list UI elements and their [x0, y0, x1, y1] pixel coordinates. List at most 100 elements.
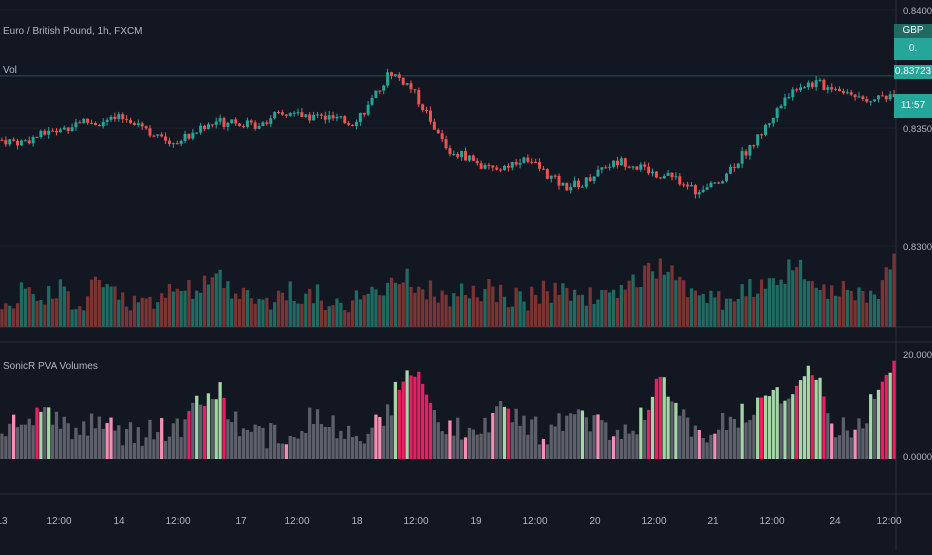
volume-bar	[869, 290, 873, 327]
pva-volume-bar	[837, 435, 842, 459]
pva-volume-bar	[339, 430, 343, 459]
pva-volume-bar	[682, 409, 686, 459]
pva-volume-bar	[689, 436, 694, 459]
indicator-legend[interactable]: SonicR PVA Volumes	[3, 361, 98, 372]
candle-body	[86, 118, 90, 123]
pva-volume-bar	[869, 394, 873, 459]
candle-body	[171, 143, 175, 145]
candle-body	[514, 161, 518, 165]
candle-body	[526, 157, 530, 162]
volume-bar	[350, 300, 355, 327]
pva-volume-bar	[128, 422, 133, 459]
pva-volume-bar	[475, 434, 479, 459]
candle-body	[541, 168, 545, 170]
candle-body	[736, 163, 740, 168]
volume-bar	[744, 296, 748, 327]
volume-bar	[421, 289, 425, 327]
candle-body	[358, 113, 362, 123]
candle-body	[713, 182, 717, 184]
volume-bar	[323, 309, 327, 327]
pva-volume-bar	[483, 417, 487, 459]
candle-body	[327, 115, 331, 120]
pva-volume-bar	[530, 419, 534, 459]
volume-bar	[70, 309, 74, 327]
candle-body	[658, 177, 662, 179]
pva-volume-bar	[674, 402, 678, 459]
candle-body	[674, 176, 678, 178]
pva-volume-bar	[608, 439, 612, 459]
candle-body	[288, 113, 292, 116]
volume-bar	[522, 301, 526, 327]
pva-volume-bar	[163, 440, 168, 459]
volume-bar	[417, 286, 421, 327]
volume-bar	[814, 287, 818, 327]
volume-bar	[288, 281, 292, 327]
volume-bar	[526, 310, 530, 327]
candle-body	[503, 165, 506, 171]
pva-volume-bar	[97, 416, 101, 459]
pva-volume-bar	[241, 428, 246, 459]
pva-volume-bar	[545, 444, 549, 459]
pva-volume-bar	[273, 424, 277, 459]
pva-volume-bar	[385, 404, 390, 459]
pva-volume-bar	[280, 443, 285, 459]
volume-bar	[588, 287, 592, 327]
volume-bar	[432, 296, 437, 327]
symbol-legend[interactable]: Euro / British Pound, 1h, FXCM	[3, 26, 143, 37]
volume-bar	[152, 308, 156, 327]
pva-volume-bar	[140, 445, 144, 459]
volume-bar	[97, 279, 101, 327]
candle-body	[810, 82, 814, 88]
pva-volume-bar	[701, 437, 705, 459]
volume-bar	[701, 293, 705, 327]
candle-body	[612, 160, 616, 167]
volume-bar	[319, 300, 324, 327]
volume-bar	[245, 290, 250, 327]
candle-body	[799, 87, 803, 91]
volume-bar	[374, 289, 378, 327]
volume-bar	[779, 279, 783, 327]
pva-volume-bar	[362, 443, 366, 459]
candle-body	[841, 90, 845, 94]
candle-body	[167, 140, 171, 144]
pva-volume-bar	[697, 430, 701, 459]
pva-volume-bar	[276, 443, 281, 459]
candle-body	[456, 154, 460, 158]
pva-volume-bar	[639, 407, 643, 459]
candle-body	[97, 125, 101, 127]
candle-body	[654, 171, 658, 178]
candle-body	[113, 116, 117, 120]
pva-volume-bar	[491, 413, 495, 459]
volume-bar	[273, 302, 277, 327]
volume-bar	[787, 259, 791, 327]
pva-volume-bar	[553, 426, 557, 459]
candle-body	[717, 182, 721, 184]
pva-volume-bar	[448, 420, 452, 459]
candle-body	[580, 186, 584, 188]
pva-volume-bar	[70, 439, 74, 459]
volume-bar	[269, 309, 273, 327]
pva-volume-bar	[787, 398, 791, 459]
volume-bar	[167, 283, 172, 327]
candle-body	[834, 88, 838, 90]
volume-bar	[448, 306, 452, 327]
time-axis-label: 18	[351, 516, 363, 527]
volume-bar	[771, 278, 775, 327]
pva-volume-bar	[124, 429, 129, 459]
candle-body	[397, 74, 401, 78]
volume-bar	[160, 293, 164, 327]
pva-volume-bar	[327, 426, 331, 459]
volume-legend[interactable]: Vol	[3, 65, 17, 76]
pva-volume-bar	[397, 389, 401, 459]
volume-bar	[105, 284, 109, 327]
volume-bar	[861, 290, 865, 327]
volume-bar	[347, 312, 351, 327]
candle-body	[222, 118, 226, 127]
candle-body	[600, 167, 604, 170]
volume-bar	[646, 263, 651, 327]
candle-body	[744, 151, 748, 156]
pva-volume-bar	[432, 409, 437, 459]
